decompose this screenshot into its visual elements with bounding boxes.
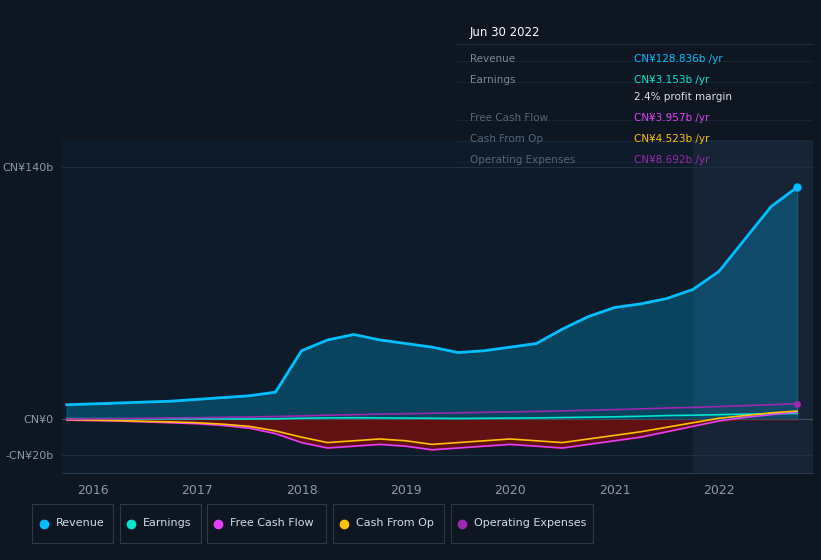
Text: CN¥128.836b /yr: CN¥128.836b /yr [635,54,722,64]
Bar [693,140,813,473]
Text: Operating Expenses: Operating Expenses [474,517,586,528]
Text: CN¥4.523b /yr: CN¥4.523b /yr [635,134,709,144]
Text: Jun 30 2022: Jun 30 2022 [470,26,540,39]
Text: Free Cash Flow: Free Cash Flow [230,517,314,528]
Text: Free Cash Flow: Free Cash Flow [470,113,548,123]
Text: Revenue: Revenue [56,517,104,528]
Text: Operating Expenses: Operating Expenses [470,155,576,165]
Text: CN¥8.692b /yr: CN¥8.692b /yr [635,155,709,165]
Text: CN¥3.153b /yr: CN¥3.153b /yr [635,75,709,85]
Text: Earnings: Earnings [143,517,191,528]
Text: Cash From Op: Cash From Op [470,134,543,144]
Text: Cash From Op: Cash From Op [355,517,433,528]
Text: 2.4% profit margin: 2.4% profit margin [635,92,732,102]
Text: CN¥3.957b /yr: CN¥3.957b /yr [635,113,709,123]
Text: Earnings: Earnings [470,75,516,85]
Text: Revenue: Revenue [470,54,515,64]
